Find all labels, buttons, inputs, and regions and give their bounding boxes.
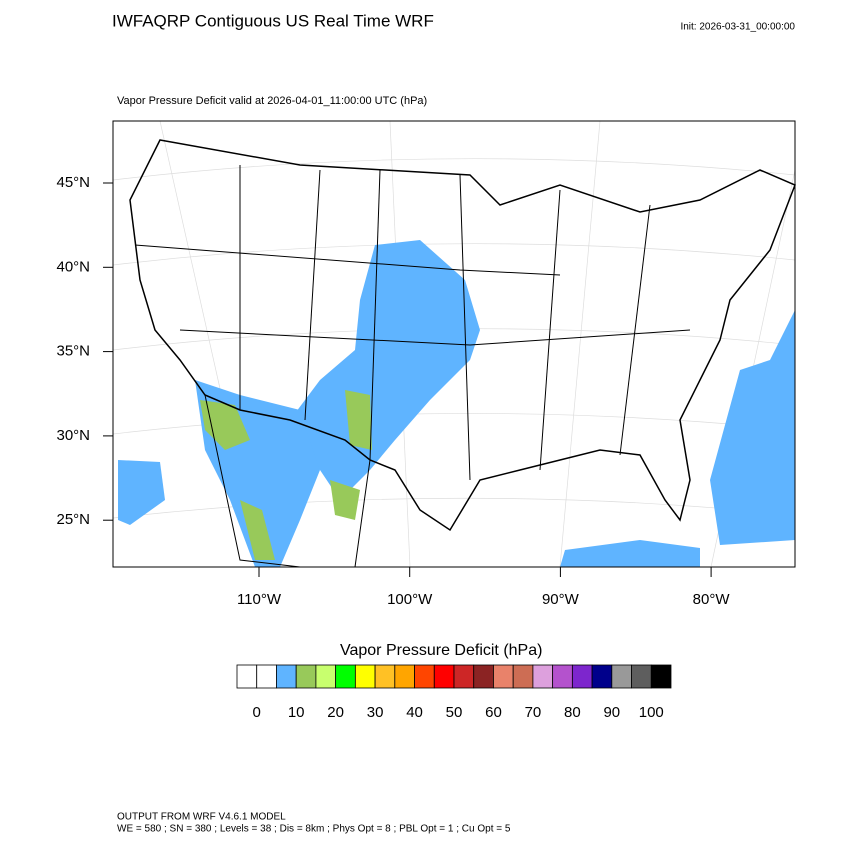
map-frame: [112, 120, 796, 568]
colorbar-box: [256, 664, 277, 689]
coastline: [129, 139, 796, 532]
colorbar-box: [433, 664, 455, 689]
colorbar-box: [473, 664, 494, 689]
colorbar-box: [236, 664, 258, 689]
lon-label: 90°W: [542, 591, 580, 608]
colorbar-label: 40: [406, 704, 423, 721]
subtitle: Vapor Pressure Deficit valid at 2026-04-…: [117, 95, 427, 107]
lat-label: 25°N: [56, 511, 90, 528]
footer-line: WE = 580 ; SN = 380 ; Levels = 38 ; Dis …: [117, 824, 511, 835]
colorbar-box: [335, 664, 356, 689]
lat-label: 30°N: [56, 427, 90, 444]
colorbar-box: [591, 664, 613, 689]
colorbar-box: [374, 664, 396, 689]
colorbar-label: 30: [367, 704, 384, 721]
colorbar-box: [453, 664, 475, 689]
colorbar-title: Vapor Pressure Deficit (hPa): [340, 642, 542, 659]
colorbar-label: 0: [253, 704, 261, 721]
colorbar-box: [354, 664, 376, 689]
colorbar-box: [493, 664, 514, 689]
colorbar-label: 80: [564, 704, 581, 721]
colorbar-box: [315, 664, 337, 689]
colorbar-box: [532, 664, 554, 689]
colorbar-label: 10: [288, 704, 305, 721]
colorbar-label: 20: [327, 704, 344, 721]
colorbar-box: [552, 664, 573, 689]
init-time: Init: 2026-03-31_00:00:00: [680, 22, 795, 33]
colorbar-box: [295, 664, 317, 689]
colorbar-box: [571, 664, 593, 689]
colorbar-label: 70: [525, 704, 542, 721]
colorbar-label: 100: [639, 704, 664, 721]
colorbar-label: 60: [485, 704, 502, 721]
colorbar-box: [650, 664, 672, 689]
lat-label: 40°N: [56, 258, 90, 275]
colorbar-box: [394, 664, 415, 689]
state-borders: [134, 165, 691, 568]
lat-label: 45°N: [56, 174, 90, 191]
lon-label: 110°W: [237, 591, 282, 608]
vpd-fill: [118, 240, 795, 567]
colorbar-label: 50: [446, 704, 463, 721]
colorbar-box: [276, 664, 297, 689]
lon-label: 100°W: [387, 591, 433, 608]
colorbar-box: [631, 664, 652, 689]
footer-line: OUTPUT FROM WRF V4.6.1 MODEL: [117, 812, 286, 823]
colorbar-box: [512, 664, 534, 689]
title: IWFAQRP Contiguous US Real Time WRF: [112, 11, 434, 30]
colorbar-box: [414, 664, 435, 689]
colorbar-label: 90: [603, 704, 620, 721]
map: [112, 120, 796, 568]
colorbar-box: [611, 664, 632, 689]
lat-label: 35°N: [56, 343, 90, 360]
lon-label: 80°W: [693, 591, 731, 608]
